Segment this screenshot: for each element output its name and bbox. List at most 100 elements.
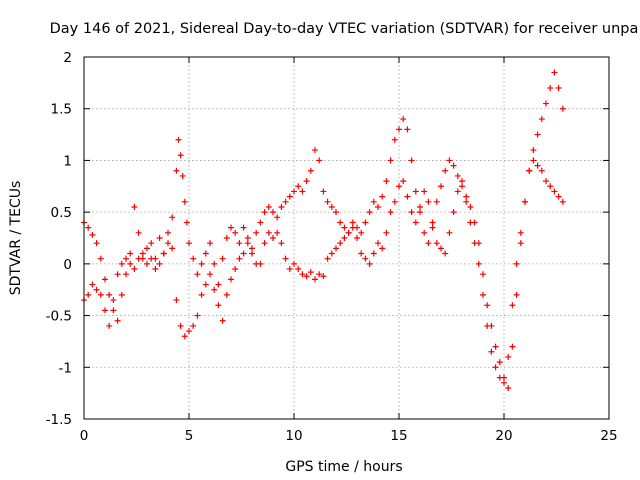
data-point-track-b bbox=[337, 240, 344, 247]
data-point-track-a bbox=[517, 229, 524, 236]
data-point-track-b bbox=[404, 193, 411, 200]
data-point-track-a bbox=[114, 317, 121, 324]
data-point-track-b bbox=[362, 255, 369, 262]
data-point-track-b bbox=[139, 250, 146, 257]
data-point-track-a bbox=[454, 172, 461, 179]
data-point-track-a bbox=[404, 126, 411, 133]
y-axis-ticks: -1.5 -1 -0.5 0 0.5 1 1.5 2 bbox=[46, 50, 609, 428]
data-point-track-a bbox=[400, 116, 407, 123]
data-point-track-a bbox=[307, 167, 314, 174]
data-point-track-b bbox=[181, 333, 188, 340]
data-point-track-b bbox=[110, 297, 117, 304]
data-point-track-b bbox=[513, 291, 520, 298]
data-point-track-b bbox=[307, 269, 314, 276]
data-point-track-a bbox=[333, 209, 339, 216]
data-point-track-b bbox=[312, 276, 318, 283]
data-point-track-b bbox=[480, 271, 486, 278]
data-point-track-a bbox=[421, 229, 428, 236]
data-point-track-a bbox=[358, 229, 365, 236]
data-point-track-b bbox=[333, 245, 339, 252]
y-tick-label: -1.5 bbox=[46, 412, 72, 428]
data-point-track-b bbox=[387, 209, 394, 216]
data-point-track-b bbox=[534, 162, 541, 169]
data-point-track-b bbox=[282, 255, 289, 262]
data-point-track-a bbox=[438, 183, 444, 190]
data-point-track-b bbox=[223, 291, 230, 298]
data-point-track-b bbox=[160, 250, 167, 257]
data-point-track-b bbox=[328, 250, 335, 257]
data-point-track-b bbox=[396, 183, 402, 190]
data-point-track-a bbox=[244, 235, 251, 241]
data-point-track-a bbox=[257, 219, 264, 226]
x-tick-label: 25 bbox=[600, 428, 617, 444]
data-point-track-b bbox=[459, 183, 465, 190]
data-point-track-a bbox=[165, 229, 171, 236]
data-point-track-b bbox=[131, 266, 138, 273]
x-axis-label: GPS time / hours bbox=[285, 459, 402, 475]
data-point-track-b bbox=[530, 157, 537, 164]
data-point-track-a bbox=[270, 209, 276, 216]
data-point-track-a bbox=[175, 136, 182, 143]
data-point-track-a bbox=[127, 250, 134, 257]
data-point-track-a bbox=[538, 116, 545, 123]
data-point-track-b bbox=[450, 209, 457, 216]
data-point-track-a bbox=[198, 260, 205, 267]
data-point-track-b bbox=[299, 271, 306, 278]
data-point-track-a bbox=[459, 178, 465, 185]
data-point-track-a bbox=[249, 245, 255, 252]
data-point-track-a bbox=[547, 85, 554, 92]
data-point-track-b bbox=[354, 235, 360, 241]
data-point-track-a bbox=[341, 224, 348, 231]
data-point-track-b bbox=[425, 198, 432, 205]
data-point-track-a bbox=[534, 131, 541, 138]
data-point-track-b bbox=[211, 286, 218, 293]
y-axis-label: SDTVAR / TECUs bbox=[8, 181, 24, 296]
data-point-track-a bbox=[412, 188, 419, 195]
data-point-track-b bbox=[177, 322, 184, 329]
data-point-track-a bbox=[102, 276, 108, 283]
data-point-track-a bbox=[316, 157, 323, 164]
data-point-track-b bbox=[517, 240, 524, 247]
data-point-track-b bbox=[370, 250, 377, 257]
data-point-track-a bbox=[303, 178, 310, 185]
data-point-track-a bbox=[530, 147, 537, 154]
data-point-track-a bbox=[446, 157, 453, 164]
y-tick-label: 1.5 bbox=[51, 102, 72, 118]
data-point-track-b bbox=[106, 322, 113, 329]
data-point-track-a bbox=[324, 198, 331, 205]
data-point-track-a bbox=[429, 219, 436, 226]
data-point-track-a bbox=[291, 188, 297, 195]
data-points bbox=[81, 69, 566, 391]
data-point-track-b bbox=[261, 240, 268, 247]
data-point-track-b bbox=[198, 291, 205, 298]
data-point-track-a bbox=[236, 240, 243, 247]
data-point-track-b bbox=[228, 276, 234, 283]
data-point-track-a bbox=[228, 224, 234, 231]
data-point-track-b bbox=[454, 188, 461, 195]
data-point-track-a bbox=[190, 255, 197, 262]
data-point-track-a bbox=[215, 281, 222, 288]
data-point-track-a bbox=[551, 69, 558, 76]
data-point-track-b bbox=[249, 250, 255, 257]
data-point-track-a bbox=[181, 198, 188, 205]
data-point-track-b bbox=[433, 240, 440, 247]
data-point-track-b bbox=[467, 203, 474, 210]
data-point-track-a bbox=[278, 203, 285, 210]
data-point-track-b bbox=[85, 291, 92, 298]
data-point-track-a bbox=[417, 209, 423, 216]
data-point-track-b bbox=[379, 245, 386, 252]
data-point-track-b bbox=[509, 343, 516, 350]
data-point-track-a bbox=[202, 250, 209, 257]
data-point-track-b bbox=[144, 260, 150, 267]
data-point-track-b bbox=[429, 224, 436, 231]
data-point-track-a bbox=[463, 198, 470, 205]
data-point-track-a bbox=[274, 214, 281, 221]
chart-title: Day 146 of 2021, Sidereal Day-to-day VTE… bbox=[50, 21, 639, 37]
data-point-track-a bbox=[425, 240, 432, 247]
data-point-track-b bbox=[442, 250, 449, 257]
data-point-track-b bbox=[505, 384, 512, 391]
data-point-track-b bbox=[303, 273, 310, 280]
y-tick-label: 2 bbox=[63, 50, 72, 66]
data-point-track-b bbox=[127, 260, 134, 267]
